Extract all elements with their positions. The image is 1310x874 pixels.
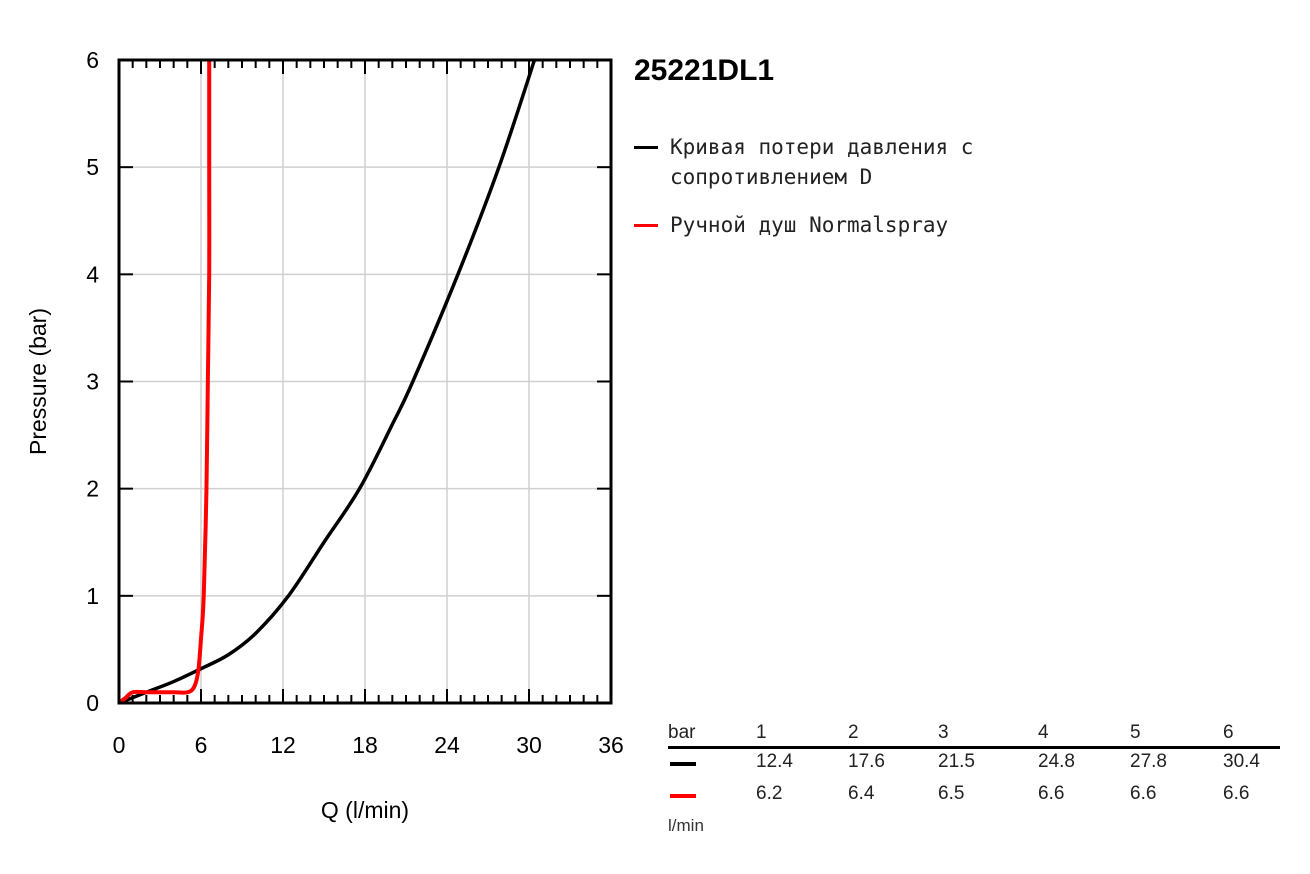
series-line-1 [118,59,537,705]
table-cell: 6.6 [1130,783,1157,804]
y-tick-label: 1 [86,583,99,609]
table-cell: 30.4 [1223,751,1260,772]
legend-label: Ручной душ Normalspray [670,213,949,237]
legend-item: Кривая потери давления с сопротивлением … [634,132,1090,192]
table-cell: 21.5 [938,751,975,772]
y-tick-label: 0 [86,690,99,716]
x-tick-label: 0 [113,732,126,758]
x-tick-label: 12 [270,732,296,758]
table-header-unit: bar [668,722,696,743]
chart-grid [119,60,611,703]
x-tick-label: 30 [516,732,542,758]
legend-label: Кривая потери давления с сопротивлением … [670,135,974,189]
x-tick-label: 24 [434,732,460,758]
table-cell: 12.4 [756,751,793,772]
table-cell: 6.6 [1038,783,1065,804]
table-cell: 6.6 [1223,783,1250,804]
table-header-cell: 6 [1223,722,1234,743]
table-cell: 17.6 [848,751,885,772]
legend-swatch [634,224,658,227]
table-header-cell: 3 [938,722,949,743]
table-row: 6.2 6.4 6.5 6.6 6.6 6.6 [668,781,1280,813]
row-swatch [670,762,696,766]
chart-series [117,59,537,705]
y-tick-label: 5 [86,154,99,180]
table-cell: 27.8 [1130,751,1167,772]
plot-frame [117,58,613,705]
flow-table: bar 1 2 3 4 5 6 12.4 17.6 21.5 24.8 27.8… [668,722,1280,835]
chart-title: 25221DL1 [634,54,775,87]
table-header-cell: 5 [1130,722,1141,743]
table-cell: 6.4 [848,783,875,804]
x-axis-label: Q (l/min) [321,797,409,823]
table-unit-label: l/min [668,816,704,835]
x-tick-label: 18 [352,732,378,758]
table-cell: 6.5 [938,783,965,804]
legend: Кривая потери давления с сопротивлением … [634,132,1090,258]
table-cell: 6.2 [756,783,783,804]
table-header-cell: 2 [848,722,859,743]
x-tick-label: 36 [598,732,624,758]
x-tick-label: 6 [195,732,208,758]
table-cell: 24.8 [1038,751,1075,772]
row-swatch [670,794,696,798]
y-tick-label: 3 [86,369,99,395]
y-tick-label: 6 [86,47,99,73]
series-line-2 [117,60,212,705]
y-tick-label: 4 [86,261,99,287]
table-header-row: bar 1 2 3 4 5 6 [668,722,1280,749]
table-header-cell: 1 [756,722,767,743]
legend-swatch [634,146,658,149]
table-header-cell: 4 [1038,722,1049,743]
legend-item: Ручной душ Normalspray [634,210,1090,240]
y-tick-label: 2 [86,476,99,502]
table-row: 12.4 17.6 21.5 24.8 27.8 30.4 [668,749,1280,781]
y-axis-label: Pressure (bar) [25,308,51,455]
